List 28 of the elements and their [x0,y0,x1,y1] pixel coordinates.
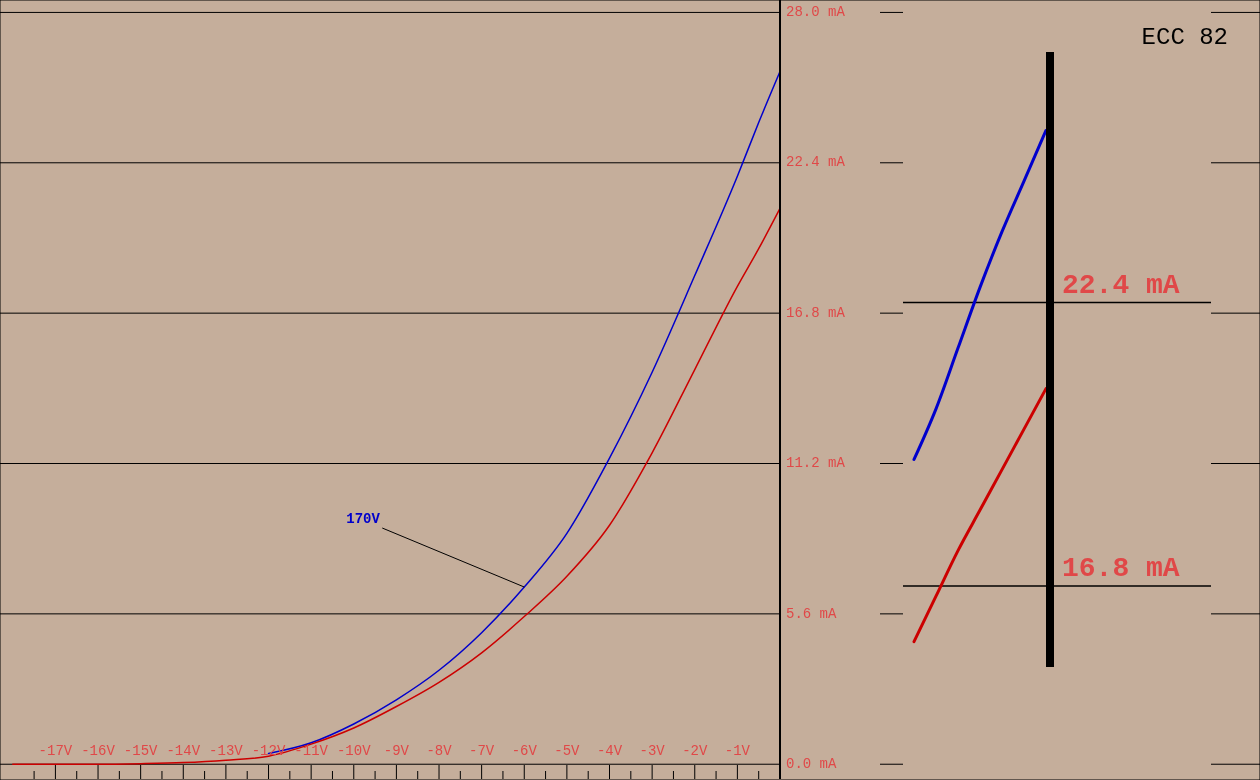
x-tick-label: -5V [554,743,581,759]
x-tick-label: -7V [469,743,495,759]
y-tick-label: 16.8 mA [1062,553,1180,585]
x-tick-label: -13V [209,743,244,759]
x-tick-label: -11V [294,743,329,759]
y-tick-label: 16.8 mA [786,304,846,321]
annotation: 170V [346,511,381,528]
x-tick-label: -3V [639,743,666,759]
x-tick-label: -15V [123,743,159,759]
y-tick-label: 28.0 mA [786,4,846,21]
y-tick-label: 0.0 mA [786,755,838,772]
y-tick-label: 22.4 mA [1062,269,1180,301]
chart-title: ECC 82 [1141,24,1228,51]
x-tick-label: -9V [383,743,410,759]
x-tick-label: -17V [38,743,73,759]
x-tick-label: -2V [682,743,708,759]
x-tick-label: -12V [251,743,286,759]
x-tick-label: -8V [426,743,453,759]
x-tick-label: -10V [336,743,372,759]
x-tick-label: -14V [166,743,201,759]
y-tick-label: 22.4 mA [786,154,846,171]
x-tick-label: -6V [511,743,538,759]
x-tick-label: -1V [724,743,751,759]
y-tick-label: 11.2 mA [786,455,846,472]
x-tick-label: -16V [81,743,116,759]
line-series [12,207,781,765]
x-tick-label: -4V [596,743,623,759]
y-tick-label: 5.6 mA [786,605,838,622]
